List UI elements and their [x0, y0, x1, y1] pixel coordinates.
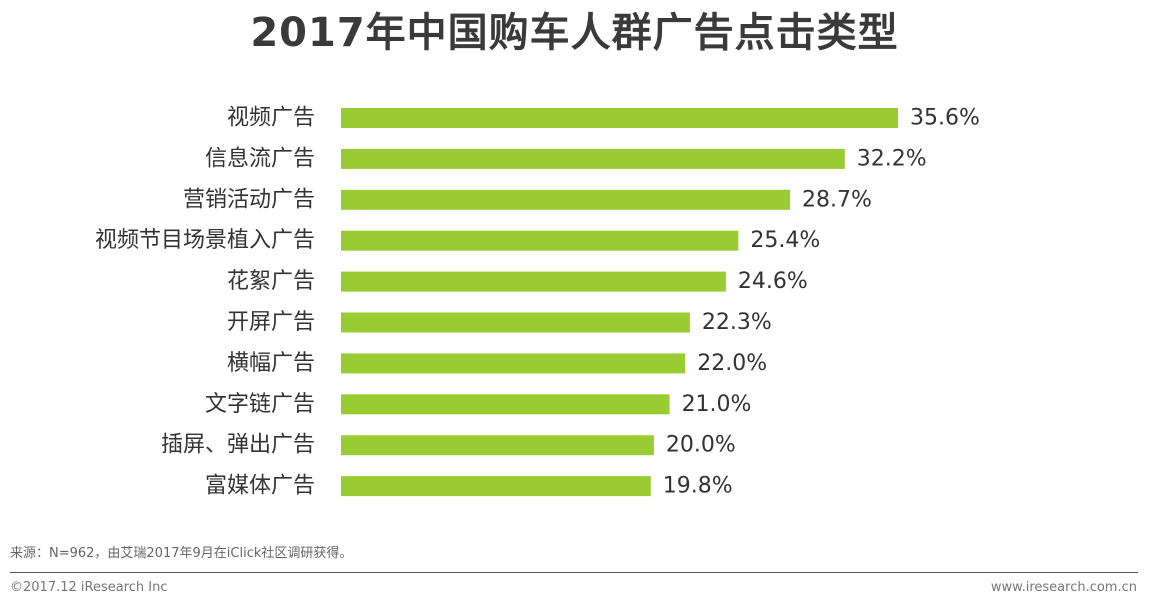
value-label: 32.2% [857, 146, 927, 171]
bar-chart: 视频广告 35.6% 信息流广告 32.2% 营销活动广告 28.7% 视频节目场景植入广告… [95, 106, 980, 499]
bar [341, 435, 654, 456]
value-label: 22.0% [697, 351, 767, 376]
bar [341, 108, 898, 128]
category-label: 花絮广告 [227, 269, 315, 294]
category-label: 富媒体广告 [205, 474, 315, 499]
value-label: 28.7% [802, 187, 872, 212]
chart-title: 2017年中国购车人群广告点击类型 [250, 10, 899, 56]
bar [341, 189, 791, 210]
value-label: 20.0% [666, 433, 736, 458]
bar [341, 148, 845, 169]
value-label: 22.3% [702, 310, 772, 335]
value-label: 19.8% [663, 474, 733, 499]
footer-divider [10, 572, 1138, 573]
bar [341, 476, 651, 497]
footer-copyright: ©2017.12 iResearch Inc [10, 580, 168, 595]
bar [341, 353, 686, 374]
value-label: 35.6% [910, 106, 980, 131]
category-label: 插屏、弹出广告 [161, 433, 315, 458]
category-label: 横幅广告 [227, 351, 315, 376]
category-label: 营销活动广告 [183, 187, 315, 212]
bar [341, 230, 739, 251]
value-label: 21.0% [682, 392, 752, 417]
source-note: 来源：N=962，由艾瑞2017年9月在iClick社区调研获得。 [10, 546, 353, 561]
category-label: 文字链广告 [205, 392, 315, 417]
bar [341, 271, 726, 292]
bar [341, 312, 690, 333]
category-label: 视频节目场景植入广告 [95, 228, 315, 253]
category-label: 视频广告 [227, 106, 315, 131]
bar [341, 394, 670, 415]
value-label: 25.4% [750, 228, 820, 253]
value-label: 24.6% [738, 269, 808, 294]
footer-website[interactable]: www.iresearch.com.cn [990, 580, 1137, 595]
category-label: 开屏广告 [227, 310, 315, 335]
category-label: 信息流广告 [205, 146, 315, 171]
